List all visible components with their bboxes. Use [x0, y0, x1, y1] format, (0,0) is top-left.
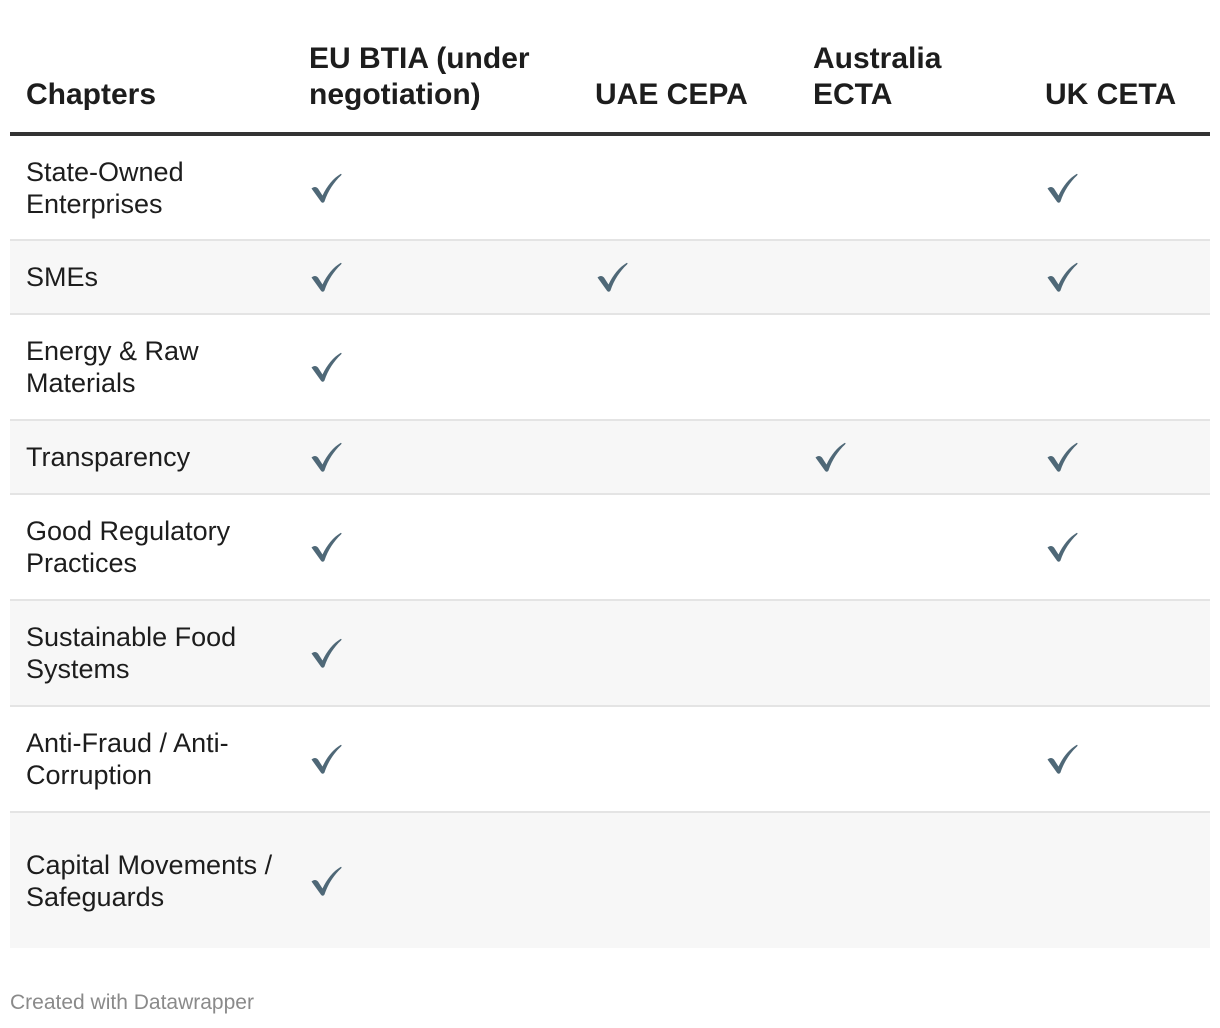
table-row: Good Regulatory Practices: [10, 494, 1210, 601]
cell-uae-cepa: [579, 812, 797, 948]
column-header-uk-ceta: UK CETA: [1029, 0, 1210, 136]
table-row: Sustainable Food Systems: [10, 600, 1210, 707]
cell-eu-btia: [293, 240, 579, 315]
table-row: Capital Movements / Safeguards: [10, 812, 1210, 948]
comparison-table-container: Chapters EU BTIA (under negotiation) UAE…: [10, 0, 1210, 948]
cell-uae-cepa: [579, 314, 797, 421]
cell-uk-ceta: [1029, 600, 1210, 707]
column-header-uae-cepa: UAE CEPA: [579, 0, 797, 136]
table-body: State-Owned Enterprises SMEs Energy & Raw …: [10, 134, 1210, 948]
header-row: Chapters EU BTIA (under negotiation) UAE…: [10, 0, 1210, 136]
cell-australia-ecta: [797, 134, 1029, 241]
cell-eu-btia: [293, 706, 579, 813]
cell-uae-cepa: [579, 600, 797, 707]
cell-eu-btia: [293, 812, 579, 948]
checkmark-icon: [1045, 440, 1079, 474]
table-row: Transparency: [10, 420, 1210, 495]
cell-uae-cepa: [579, 134, 797, 241]
cell-australia-ecta: [797, 314, 1029, 421]
checkmark-icon: [309, 350, 343, 384]
checkmark-icon: [813, 440, 847, 474]
checkmark-icon: [309, 742, 343, 776]
checkmark-icon: [309, 636, 343, 670]
cell-australia-ecta: [797, 240, 1029, 315]
checkmark-icon: [309, 864, 343, 898]
chapter-cell: Capital Movements / Safeguards: [10, 812, 293, 948]
cell-australia-ecta: [797, 600, 1029, 707]
table-row: SMEs: [10, 240, 1210, 315]
checkmark-icon: [309, 530, 343, 564]
cell-uae-cepa: [579, 420, 797, 495]
checkmark-icon: [1045, 530, 1079, 564]
datawrapper-credit: Created with Datawrapper: [10, 991, 254, 1014]
cell-eu-btia: [293, 600, 579, 707]
checkmark-icon: [595, 260, 629, 294]
cell-uk-ceta: [1029, 706, 1210, 813]
cell-uk-ceta: [1029, 494, 1210, 601]
cell-eu-btia: [293, 134, 579, 241]
cell-eu-btia: [293, 420, 579, 495]
table-row: Energy & Raw Materials: [10, 314, 1210, 421]
chapter-cell: SMEs: [10, 240, 293, 315]
checkmark-icon: [1045, 260, 1079, 294]
column-header-chapters: Chapters: [10, 0, 293, 136]
cell-eu-btia: [293, 494, 579, 601]
chapter-cell: State-Owned Enterprises: [10, 134, 293, 241]
cell-australia-ecta: [797, 494, 1029, 601]
checkmark-icon: [1045, 742, 1079, 776]
cell-uk-ceta: [1029, 314, 1210, 421]
column-header-australia-ecta: Australia ECTA: [797, 0, 1029, 136]
cell-uk-ceta: [1029, 812, 1210, 948]
checkmark-icon: [309, 171, 343, 205]
cell-australia-ecta: [797, 812, 1029, 948]
checkmark-icon: [309, 260, 343, 294]
checkmark-icon: [1045, 171, 1079, 205]
cell-eu-btia: [293, 314, 579, 421]
cell-uae-cepa: [579, 706, 797, 813]
cell-australia-ecta: [797, 420, 1029, 495]
cell-australia-ecta: [797, 706, 1029, 813]
chapter-cell: Anti-Fraud / Anti-Corruption: [10, 706, 293, 813]
cell-uae-cepa: [579, 240, 797, 315]
chapter-cell: Transparency: [10, 420, 293, 495]
cell-uae-cepa: [579, 494, 797, 601]
cell-uk-ceta: [1029, 134, 1210, 241]
chapter-cell: Good Regulatory Practices: [10, 494, 293, 601]
checkmark-icon: [309, 440, 343, 474]
trade-agreement-chapters-table: Chapters EU BTIA (under negotiation) UAE…: [10, 0, 1210, 948]
cell-uk-ceta: [1029, 240, 1210, 315]
cell-uk-ceta: [1029, 420, 1210, 495]
chapter-cell: Energy & Raw Materials: [10, 314, 293, 421]
table-row: State-Owned Enterprises: [10, 134, 1210, 241]
table-row: Anti-Fraud / Anti-Corruption: [10, 706, 1210, 813]
chapter-cell: Sustainable Food Systems: [10, 600, 293, 707]
column-header-eu-btia: EU BTIA (under negotiation): [293, 0, 579, 136]
